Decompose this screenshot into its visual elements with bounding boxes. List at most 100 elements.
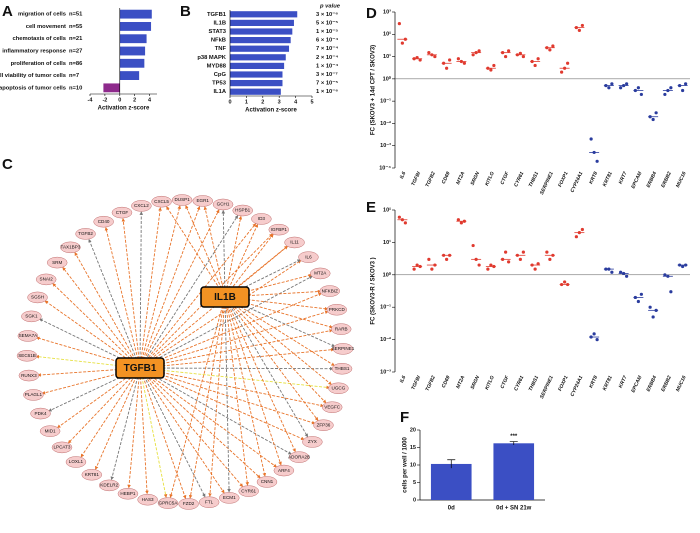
node-label: RUNX3 bbox=[21, 373, 37, 378]
network-edge bbox=[62, 266, 141, 369]
column-header: p value bbox=[319, 4, 341, 10]
node-label: UGCG bbox=[332, 385, 346, 390]
data-point bbox=[681, 264, 685, 269]
network-node bbox=[256, 476, 278, 488]
network-node bbox=[117, 487, 139, 500]
network-node bbox=[131, 200, 152, 212]
data-point bbox=[518, 257, 522, 261]
category-label: SERPINE1 bbox=[539, 375, 555, 400]
network-node bbox=[111, 206, 133, 219]
data-point bbox=[400, 41, 404, 45]
network-edge bbox=[221, 209, 226, 298]
data-point bbox=[456, 57, 460, 61]
node-label: GPRC5A bbox=[159, 500, 179, 505]
panel-label: E bbox=[366, 199, 376, 216]
x-tick-label: -2 bbox=[102, 97, 107, 103]
annotation: 7 × 10⁻⁵ bbox=[316, 81, 338, 87]
node-label: FZD2 bbox=[183, 501, 195, 506]
data-point bbox=[651, 117, 655, 122]
network-edge bbox=[139, 367, 225, 494]
bar bbox=[119, 9, 152, 19]
category-label: MUC16 bbox=[675, 375, 688, 393]
node-label: GCH1 bbox=[217, 202, 230, 207]
category-label: CD69 bbox=[441, 171, 452, 185]
category-label: THBS1 bbox=[528, 171, 540, 189]
data-point bbox=[486, 267, 490, 271]
network-node bbox=[328, 382, 349, 395]
data-point bbox=[504, 54, 508, 59]
category-label: p38 MAPK bbox=[197, 55, 226, 61]
category-label: migration of cells bbox=[18, 12, 66, 18]
data-point bbox=[533, 63, 537, 68]
y-tick-label: 10¹ bbox=[383, 53, 391, 60]
data-point bbox=[580, 227, 584, 232]
annotation: 3 × 10⁻⁶ bbox=[316, 12, 338, 18]
y-tick-label: 10⁻¹ bbox=[380, 98, 391, 105]
hub-node bbox=[115, 357, 165, 379]
data-point bbox=[595, 338, 599, 342]
node-label: TAX1BP3 bbox=[60, 245, 80, 250]
bar bbox=[230, 11, 298, 18]
node-label: MID1 bbox=[45, 428, 56, 433]
category-label: FOXP1 bbox=[557, 375, 569, 393]
network-edge bbox=[110, 367, 141, 481]
data-point bbox=[418, 58, 422, 62]
network-edge bbox=[37, 367, 141, 377]
data-point bbox=[397, 215, 401, 219]
category-label: apoptosis of tumor cells bbox=[0, 85, 66, 91]
network-node bbox=[35, 273, 57, 286]
network-node bbox=[178, 498, 199, 510]
network-edge bbox=[188, 296, 226, 499]
network-node bbox=[268, 223, 290, 236]
y-tick-label: 10³ bbox=[383, 8, 391, 15]
network-edge bbox=[127, 367, 141, 489]
y-tick-label: 10 bbox=[410, 462, 416, 468]
bar bbox=[119, 71, 140, 80]
network-node bbox=[313, 419, 334, 431]
node-label: CTGF bbox=[116, 210, 129, 215]
data-point bbox=[445, 257, 449, 261]
network-node bbox=[60, 241, 81, 254]
network-node bbox=[232, 204, 253, 217]
network-edge bbox=[44, 300, 141, 369]
network-edge bbox=[224, 215, 243, 298]
category-label: CpG bbox=[214, 72, 227, 78]
category-label: CYP24A1 bbox=[570, 171, 585, 194]
category-label: TGFB1 bbox=[207, 12, 227, 18]
annotation: 2 × 10⁻⁴ bbox=[316, 55, 338, 61]
network-edge bbox=[139, 206, 201, 369]
x-tick-label: 5 bbox=[310, 99, 313, 105]
category-label: CYR61 bbox=[513, 375, 525, 392]
node-label: CXCL2 bbox=[134, 203, 149, 208]
network-node bbox=[219, 492, 240, 504]
node-label: PDK4 bbox=[35, 411, 47, 416]
network-edge bbox=[139, 223, 257, 369]
annotation: 1 × 10⁻⁴ bbox=[316, 63, 338, 69]
panel-label: B bbox=[180, 3, 191, 20]
category-label: chemotaxis of cells bbox=[13, 36, 66, 42]
node-label: THBS1 bbox=[335, 366, 350, 371]
data-point bbox=[492, 63, 496, 68]
node-label: HAS3 bbox=[142, 497, 154, 502]
x-tick-label: 0d bbox=[448, 506, 455, 512]
node-label: ZYX bbox=[308, 439, 317, 444]
data-point bbox=[462, 61, 466, 65]
bar bbox=[230, 71, 283, 78]
y-axis-label: FC (SKOV3 + 14d CPT / SKOV3) bbox=[371, 45, 377, 135]
panel-label: C bbox=[2, 156, 13, 173]
network-node bbox=[93, 215, 114, 228]
network-edge bbox=[52, 283, 141, 369]
data-point bbox=[551, 44, 555, 48]
category-label: FOXP1 bbox=[557, 171, 569, 189]
network-node bbox=[17, 330, 39, 342]
y-tick-label: 10⁰ bbox=[383, 271, 392, 278]
network-edge bbox=[139, 367, 168, 498]
annotation: n=86 bbox=[69, 61, 83, 67]
network-node bbox=[18, 369, 40, 382]
data-point bbox=[427, 257, 431, 261]
y-tick-label: 10⁻⁴ bbox=[379, 165, 391, 171]
y-tick-label: 5 bbox=[413, 480, 416, 486]
network-edge bbox=[139, 367, 244, 488]
annotation: n=21 bbox=[69, 36, 83, 42]
data-point bbox=[636, 86, 640, 90]
